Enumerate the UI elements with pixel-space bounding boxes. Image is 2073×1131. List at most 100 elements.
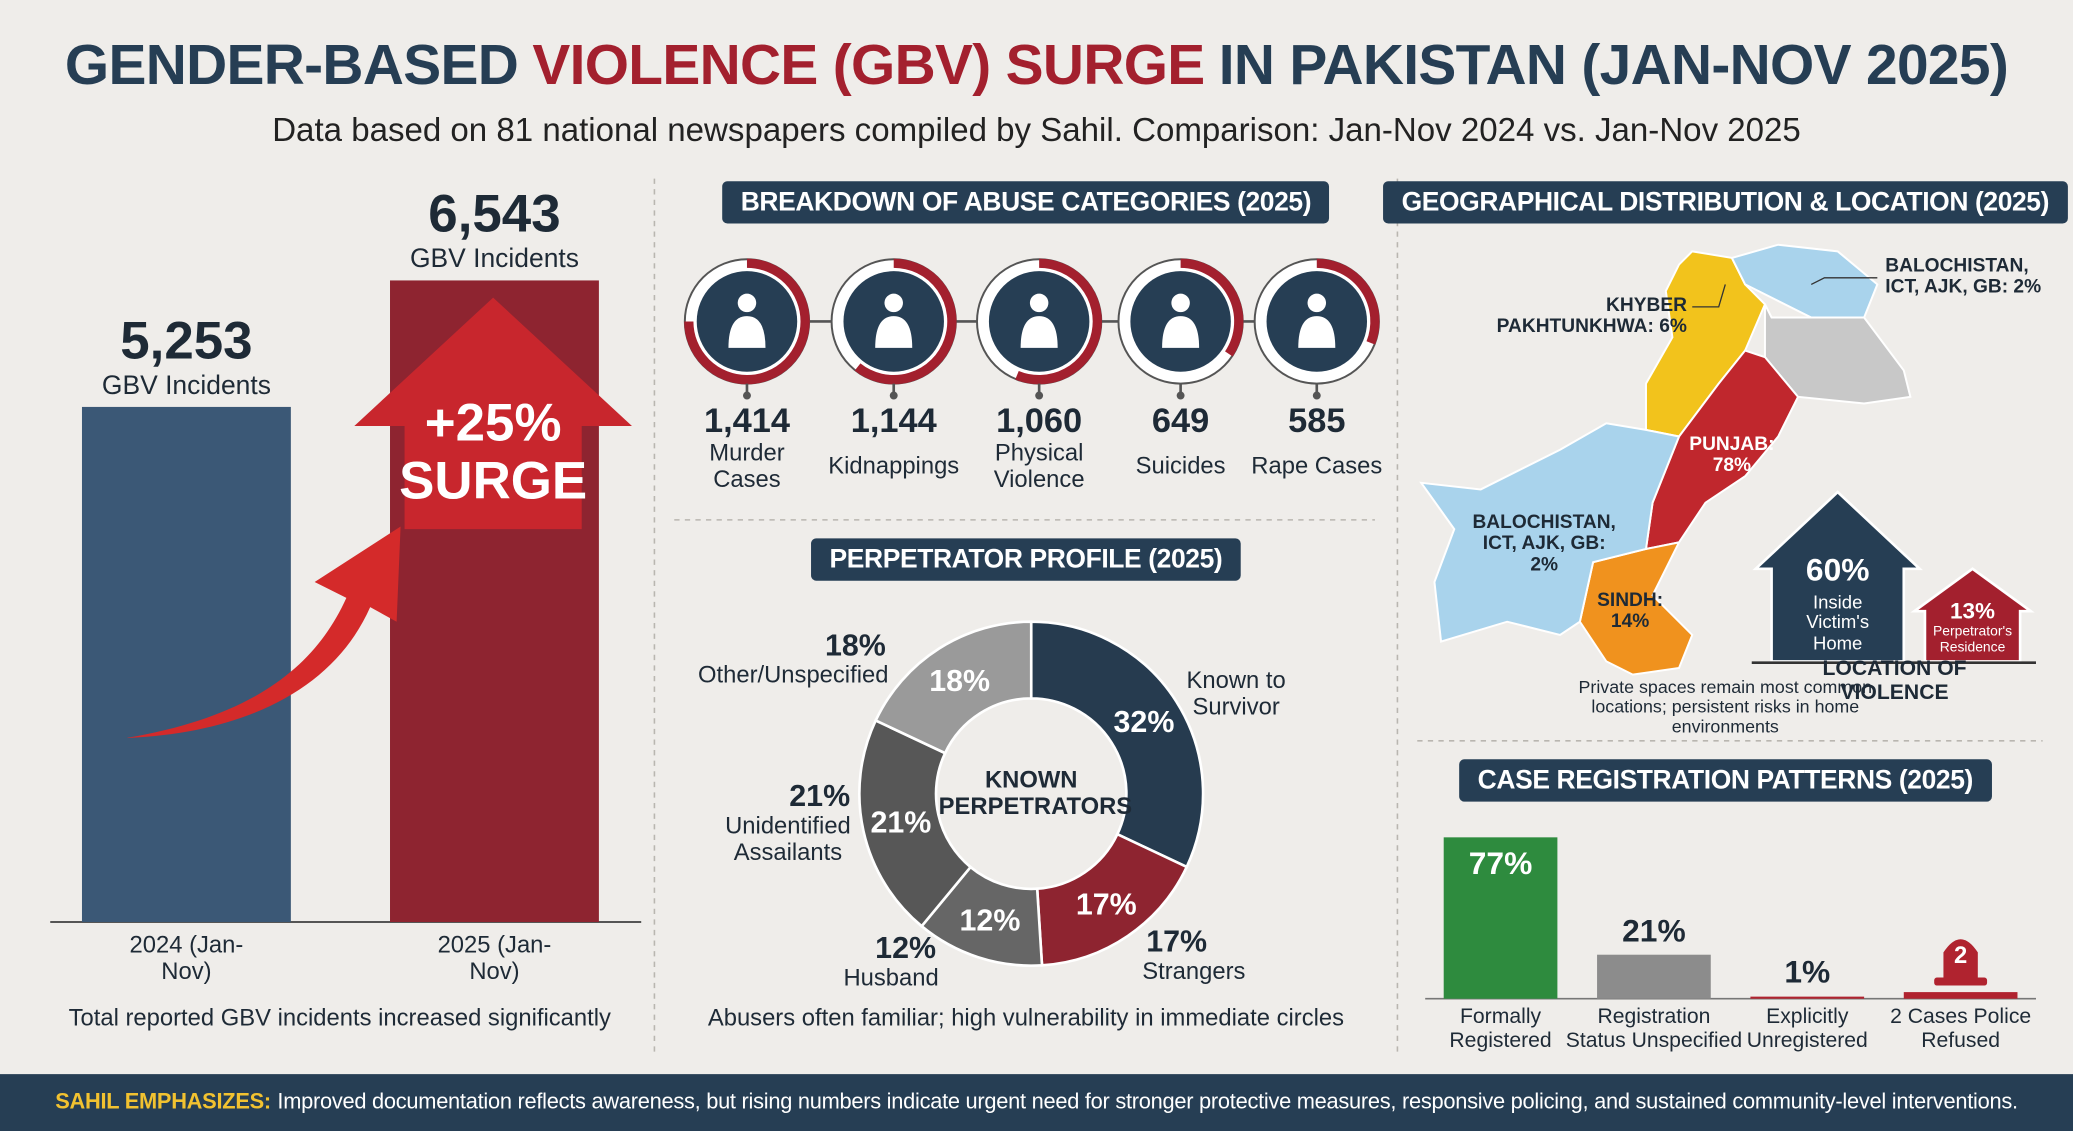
value-label: 1,414 bbox=[703, 400, 790, 441]
x-tick-label: Registration Status Unspecified bbox=[1565, 1005, 1743, 1052]
title: GENDER-BASED VIOLENCE (GBV) SURGE IN PAKIS… bbox=[64, 33, 2009, 99]
bar bbox=[1750, 996, 1865, 999]
region-label: SINDH: 14% bbox=[1597, 590, 1664, 633]
leader-line bbox=[1810, 277, 1878, 285]
bar bbox=[1443, 837, 1558, 999]
category-label: Strangers bbox=[1142, 957, 1246, 985]
section-title: PERPETRATOR PROFILE (2025) bbox=[811, 538, 1241, 581]
x-tick-label: Formally Registered bbox=[1449, 1005, 1552, 1052]
icon-head bbox=[1171, 293, 1190, 313]
value-label: 1,060 bbox=[996, 400, 1083, 441]
stem-dot bbox=[889, 391, 898, 400]
note: Abusers often familiar; high vulnerabili… bbox=[707, 1004, 1345, 1031]
icon-body bbox=[1162, 316, 1200, 348]
value-label: 6,543 bbox=[428, 185, 561, 244]
value-label: 1% bbox=[1784, 955, 1831, 992]
title-part: GENDER-BASED bbox=[64, 33, 519, 98]
region-label: KHYBER PAKHTUNKHWA: 6% bbox=[1496, 295, 1687, 338]
bar bbox=[81, 406, 291, 922]
subtitle: Data based on 81 national newspapers com… bbox=[272, 111, 1801, 149]
donut-slice bbox=[873, 620, 1033, 755]
donut-slice bbox=[1029, 620, 1205, 869]
value-label: 21% bbox=[1622, 913, 1686, 950]
title-part: VIOLENCE (GBV) SURGE bbox=[532, 33, 1205, 98]
icon-body bbox=[1020, 316, 1058, 348]
category-label: Rape Cases bbox=[1251, 452, 1383, 479]
category-label: Kidnappings bbox=[828, 452, 960, 479]
x-tick-label: 2024 (Jan-Nov) bbox=[129, 931, 244, 985]
surge-arrow bbox=[354, 297, 632, 530]
value-label: 13% bbox=[1950, 598, 1996, 624]
unit-label: GBV Incidents bbox=[409, 244, 579, 274]
donut-slice bbox=[858, 718, 973, 929]
refused-badge bbox=[1943, 939, 1978, 979]
category-label: Known to Survivor bbox=[1186, 666, 1286, 720]
ring-arc bbox=[854, 258, 957, 385]
slice-label: 17% bbox=[1075, 886, 1137, 921]
category-label: Perpetrator's Residence bbox=[1933, 623, 2013, 655]
leader-line bbox=[1692, 284, 1726, 308]
ring-arc bbox=[1316, 258, 1380, 345]
category-label: Husband bbox=[843, 964, 939, 991]
outer-value-label: 12% bbox=[875, 930, 937, 965]
stem-dot bbox=[1312, 391, 1321, 400]
value-label: 1,144 bbox=[850, 400, 937, 441]
outer-value-label: 21% bbox=[789, 778, 851, 813]
trend-arrow bbox=[125, 526, 401, 739]
icon-body bbox=[875, 316, 913, 348]
region-label: PUNJAB: 78% bbox=[1689, 433, 1775, 477]
x-tick-label: Explicitly Unregistered bbox=[1746, 1005, 1868, 1052]
footer: SAHIL EMPHASIZES: Improved documentation … bbox=[0, 1074, 2073, 1131]
category-label: Other/Unspecified bbox=[697, 661, 889, 688]
section-title: BREAKDOWN OF ABUSE CATEGORIES (2025) bbox=[722, 181, 1330, 224]
category-label: Inside Victim's Home bbox=[1806, 591, 1870, 654]
icon-body bbox=[728, 316, 766, 348]
map-region-disputed bbox=[1763, 303, 1912, 405]
ring-arc bbox=[1015, 258, 1102, 385]
slice-label: 12% bbox=[959, 902, 1021, 938]
icon-head bbox=[884, 293, 903, 313]
value-label: 649 bbox=[1151, 400, 1210, 441]
refused-base bbox=[1934, 977, 1988, 986]
section-title: GEOGRAPHICAL DISTRIBUTION & LOCATION (20… bbox=[1383, 181, 2068, 224]
region-label: BALOCHISTAN, ICT, AJK, GB: 2% bbox=[1472, 512, 1616, 576]
refused-strip bbox=[1903, 992, 2018, 999]
category-label: Physical Violence bbox=[993, 439, 1085, 493]
unit-label: GBV Incidents bbox=[101, 371, 271, 401]
x-tick-label: 2025 (Jan-Nov) bbox=[437, 931, 552, 985]
slice-label: 21% bbox=[870, 804, 932, 840]
value-label: 77% bbox=[1468, 846, 1533, 883]
stem-dot bbox=[1176, 391, 1185, 400]
ring-arc bbox=[684, 258, 810, 385]
icon-head bbox=[737, 293, 757, 313]
house bbox=[1752, 490, 1923, 663]
category-label: Murder Cases bbox=[709, 439, 785, 493]
x-tick-label: 2 Cases Police Refused bbox=[1890, 1005, 2032, 1052]
section-title: CASE REGISTRATION PATTERNS (2025) bbox=[1459, 759, 1992, 802]
stem-dot bbox=[743, 391, 751, 400]
region-label: BALOCHISTAN, ICT, AJK, GB: 2% bbox=[1885, 255, 2042, 298]
icon-body bbox=[1298, 316, 1336, 348]
location-title: LOCATION OF VIOLENCE bbox=[1822, 657, 1967, 704]
map-region bbox=[1419, 422, 1681, 643]
value-label: 60% bbox=[1805, 552, 1870, 589]
center-label: KNOWN PERPETRATORS bbox=[938, 766, 1133, 819]
outer-value-label: 17% bbox=[1146, 923, 1208, 959]
map-region bbox=[1730, 243, 1879, 319]
bar bbox=[1597, 954, 1711, 999]
house bbox=[1910, 567, 2035, 663]
footer-text: Improved documentation reflects awarenes… bbox=[277, 1089, 2018, 1114]
value-label: 585 bbox=[1288, 400, 1346, 441]
category-label: Suicides bbox=[1135, 452, 1226, 479]
value-label: 5,253 bbox=[120, 311, 253, 370]
slice-label: 18% bbox=[929, 662, 991, 698]
icon-head bbox=[1029, 293, 1049, 313]
note: Private spaces remain most common locati… bbox=[1578, 676, 1873, 737]
category-label: Unidentified Assailants bbox=[725, 812, 851, 866]
stem-dot bbox=[1035, 391, 1044, 400]
title-part: IN PAKISTAN (JAN-NOV 2025) bbox=[1218, 33, 2009, 98]
ring-arc bbox=[1180, 258, 1244, 357]
